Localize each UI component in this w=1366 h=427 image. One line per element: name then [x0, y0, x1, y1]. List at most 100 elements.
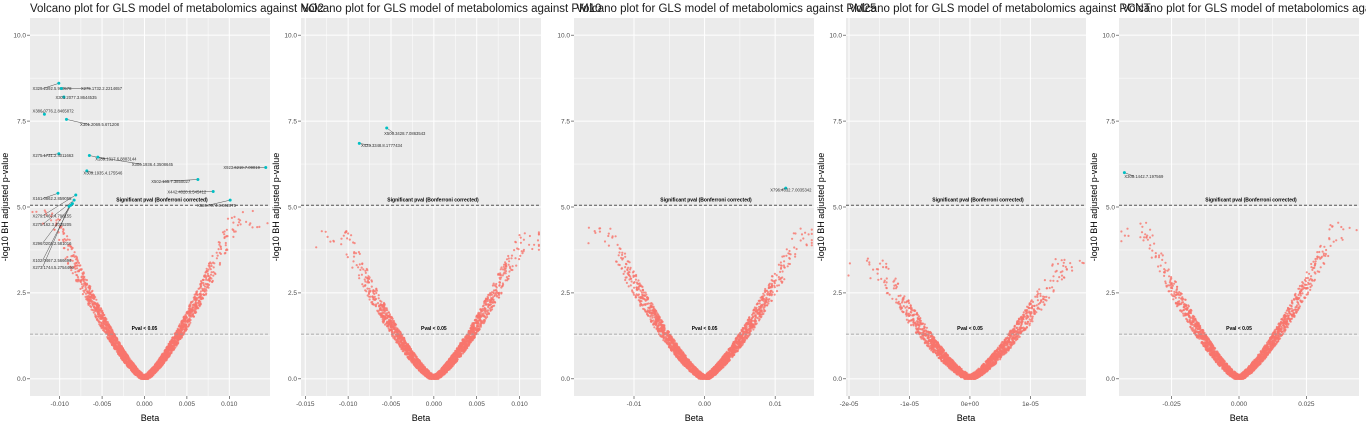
data-point	[531, 247, 534, 251]
significant-point	[57, 81, 61, 85]
data-point	[386, 309, 389, 312]
data-point	[392, 334, 395, 337]
data-point	[215, 251, 218, 254]
data-point	[453, 351, 456, 354]
data-point	[167, 351, 170, 354]
data-point	[501, 282, 504, 285]
data-point	[370, 279, 373, 282]
data-point	[62, 228, 65, 232]
data-point	[120, 356, 123, 359]
data-point	[220, 247, 223, 251]
data-point	[121, 347, 125, 351]
data-point	[528, 234, 532, 238]
data-point	[486, 315, 489, 319]
data-point	[208, 278, 211, 281]
data-point	[514, 240, 517, 243]
data-point	[102, 314, 105, 317]
data-point	[71, 259, 74, 262]
data-point	[498, 281, 501, 284]
data-point	[381, 304, 384, 307]
data-point	[483, 307, 486, 310]
data-point	[390, 328, 393, 331]
data-point	[74, 267, 77, 270]
data-point	[408, 358, 411, 361]
data-point	[380, 312, 383, 315]
data-point	[176, 329, 179, 332]
data-point	[193, 293, 196, 296]
data-point	[499, 268, 502, 271]
data-point	[116, 346, 119, 349]
p05-label: Pval < 0.05	[132, 326, 158, 332]
significant-point	[56, 191, 60, 195]
data-point	[467, 336, 470, 339]
data-point	[492, 282, 495, 285]
data-point	[165, 346, 168, 349]
data-point	[132, 364, 135, 367]
data-point	[236, 224, 239, 227]
data-point	[464, 336, 467, 339]
data-point	[210, 277, 213, 280]
data-point	[142, 376, 146, 379]
data-point	[210, 264, 213, 268]
data-point	[207, 264, 210, 267]
data-point	[66, 248, 70, 251]
data-point	[99, 309, 102, 312]
data-point	[504, 272, 507, 275]
data-point	[507, 275, 510, 278]
data-point	[398, 338, 401, 341]
data-point	[124, 352, 127, 355]
data-point	[146, 372, 149, 375]
data-point	[373, 292, 376, 296]
data-point	[102, 329, 105, 332]
data-point	[396, 327, 399, 330]
data-point	[74, 258, 78, 261]
data-point	[98, 323, 101, 326]
data-point	[486, 309, 490, 312]
data-point	[433, 377, 436, 380]
data-point	[486, 295, 489, 298]
data-point	[202, 283, 205, 287]
data-point	[473, 322, 476, 325]
data-point	[160, 354, 163, 357]
data-point	[78, 264, 81, 267]
data-point	[382, 309, 385, 312]
data-point	[510, 257, 513, 260]
data-point	[459, 346, 462, 349]
data-point	[366, 277, 369, 280]
data-point	[364, 284, 367, 287]
data-point	[179, 326, 182, 329]
data-point	[202, 278, 205, 282]
data-point	[171, 341, 174, 344]
data-point	[378, 309, 381, 312]
data-point	[233, 215, 236, 218]
data-point	[191, 307, 194, 310]
data-point	[446, 368, 449, 371]
data-point	[387, 315, 390, 318]
data-point	[511, 268, 514, 272]
data-point	[120, 345, 123, 348]
data-point	[340, 237, 343, 240]
y-tick-label: 10.0	[284, 32, 297, 39]
data-point	[183, 318, 186, 321]
data-point	[90, 301, 93, 304]
data-point	[401, 350, 404, 353]
data-point	[403, 338, 406, 341]
data-point	[98, 320, 101, 323]
data-point	[445, 362, 448, 365]
significant-point	[228, 198, 232, 202]
data-point	[511, 265, 514, 268]
data-point	[395, 341, 398, 344]
data-point	[368, 290, 371, 293]
data-point	[183, 315, 186, 318]
significant-point	[196, 178, 200, 182]
data-point	[80, 275, 83, 278]
data-point	[256, 226, 259, 229]
data-point	[237, 221, 241, 224]
data-point	[536, 239, 540, 242]
data-point	[489, 301, 492, 304]
x-axis-title: Beta	[141, 413, 160, 423]
data-point	[523, 232, 526, 235]
y-tick-label: 2.5	[288, 290, 297, 297]
data-point	[88, 298, 91, 301]
data-point	[217, 248, 220, 251]
